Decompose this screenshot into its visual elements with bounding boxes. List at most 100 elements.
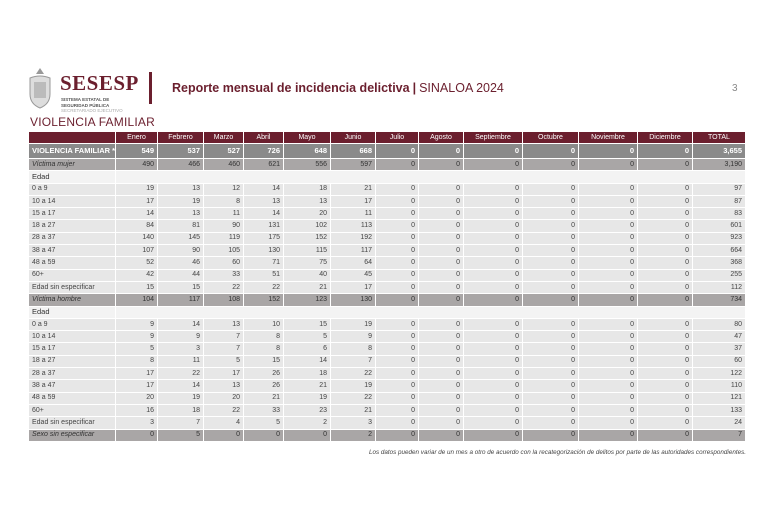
- table-row: 0 a 9 9 14 13 10 15 19 0 0 0 0 0 0 80: [28, 317, 746, 332]
- table-cell: 19: [283, 391, 331, 405]
- table-header-row: Enero Febrero Marzo Abril Mayo Junio Julio Agos…: [28, 131, 746, 144]
- table-cell: 0: [375, 391, 419, 405]
- table-cell: 0: [522, 416, 579, 430]
- table-row: 18 a 27 8 11 5 15 14 7 0 0 0 0 0 0 60: [28, 354, 746, 369]
- table-cell: 0: [463, 143, 523, 159]
- table-cell: 664: [692, 244, 746, 258]
- table-cell: 923: [692, 231, 746, 246]
- table-cell: 8: [330, 342, 376, 356]
- table-cell: 0: [522, 354, 579, 369]
- table-row: Víctima mujer 490 466 460 621 556 597 0 0 0 0 0 0 3,1…: [28, 157, 746, 172]
- table-cell: 0: [637, 428, 693, 442]
- table-cell: 0: [463, 231, 523, 246]
- row-label: 0 a 9: [28, 182, 116, 196]
- table-cell: 0: [375, 143, 419, 159]
- column-header: Junio: [330, 131, 376, 144]
- section-title: VIOLENCIA FAMILIAR: [30, 115, 155, 129]
- row-label: Edad: [28, 170, 116, 184]
- table-cell: 16: [115, 403, 158, 418]
- table-cell: 668: [330, 143, 376, 159]
- row-label: 15 a 17: [28, 207, 116, 221]
- table-cell: 0: [375, 244, 419, 258]
- table-cell: 0: [375, 428, 419, 442]
- row-label: Sexo sin especificar: [28, 428, 116, 442]
- table-row: 48 a 59 20 19 20 21 19 22 0 0 0 0 0 0 121: [28, 391, 746, 405]
- table-cell: 5: [203, 354, 244, 369]
- table-cell: 7: [692, 428, 746, 442]
- row-label: 60+: [28, 268, 116, 282]
- table-row: Víctima hombre 104 117 108 152 123 130 0 0 0 0 0 0 73…: [28, 293, 746, 307]
- table-row: Sexo sin especificar 0 5 0 0 0 2 0 0 0 0 0 0 7: [28, 428, 746, 442]
- table-cell: 0: [418, 280, 464, 295]
- row-label: Edad sin especificar: [28, 280, 116, 295]
- table-cell: 0: [463, 403, 523, 418]
- table-cell: 97: [692, 182, 746, 196]
- table-cell: 90: [157, 244, 204, 258]
- column-header: Diciembre: [637, 131, 693, 144]
- table-cell: 0: [375, 293, 419, 307]
- table-cell: 0: [375, 231, 419, 246]
- brand-sub-line: SEGURIDAD PÚBLICA: [61, 102, 110, 108]
- table-cell: 0: [578, 143, 638, 159]
- table-cell: 3: [330, 416, 376, 430]
- table-cell: 3,190: [692, 157, 746, 172]
- table-cell: 122: [692, 367, 746, 381]
- table-cell: 22: [203, 280, 244, 295]
- table-cell: 22: [330, 367, 376, 381]
- table-cell: 18: [283, 367, 331, 381]
- table-cell: 0: [463, 367, 523, 381]
- table-cell: 12: [203, 182, 244, 196]
- table-cell: 5: [115, 342, 158, 356]
- table-cell: 0: [418, 219, 464, 233]
- table-cell: 40: [283, 268, 331, 282]
- table-cell: 105: [203, 244, 244, 258]
- table-cell: 0: [522, 244, 579, 258]
- table-cell: 152: [283, 231, 331, 246]
- table-cell: 11: [203, 207, 244, 221]
- table-cell: 13: [157, 207, 204, 221]
- table-cell: 0: [522, 428, 579, 442]
- table-cell: 0: [637, 268, 693, 282]
- table-cell: 0: [637, 182, 693, 196]
- table-cell: 15: [115, 280, 158, 295]
- table-row: 10 a 14 9 9 7 8 5 9 0 0 0 0 0 0 47: [28, 330, 746, 344]
- table-cell: 0: [283, 428, 331, 442]
- table-cell: 84: [115, 219, 158, 233]
- table-cell: 21: [243, 391, 284, 405]
- table-cell: 0: [578, 403, 638, 418]
- table-cell: 0: [418, 367, 464, 381]
- table-row: 38 a 47 17 14 13 26 21 19 0 0 0 0 0 0 110: [28, 379, 746, 393]
- table-cell: 52: [115, 256, 158, 270]
- table-cell: 0: [463, 280, 523, 295]
- column-header: Abril: [243, 131, 284, 144]
- table-cell: 131: [243, 219, 284, 233]
- table-cell: 0: [375, 182, 419, 196]
- column-header: Noviembre: [578, 131, 638, 144]
- table-cell: 0: [522, 207, 579, 221]
- table-cell: 26: [243, 379, 284, 393]
- table-cell: 60: [203, 256, 244, 270]
- table-cell: 0: [375, 157, 419, 172]
- table-cell: 17: [115, 194, 158, 209]
- column-header: Febrero: [157, 131, 204, 144]
- table-row: Edad sin especificar 15 15 22 22 21 17 0 0 0 0 0 0 11…: [28, 280, 746, 295]
- table-cell: 60: [692, 354, 746, 369]
- table-cell: 5: [157, 428, 204, 442]
- table-cell: 104: [115, 293, 158, 307]
- table-cell: 0: [578, 416, 638, 430]
- table-cell: 8: [243, 330, 284, 344]
- table-cell: 42: [115, 268, 158, 282]
- table-cell: 597: [330, 157, 376, 172]
- row-label: 10 a 14: [28, 194, 116, 209]
- group-spacer: [115, 170, 746, 184]
- table-cell: 0: [418, 256, 464, 270]
- table-cell: 107: [115, 244, 158, 258]
- table-cell: 0: [375, 317, 419, 332]
- column-header: [28, 131, 116, 144]
- table-cell: 0: [578, 428, 638, 442]
- table-cell: 0: [375, 379, 419, 393]
- table-cell: 0: [375, 403, 419, 418]
- table-cell: 21: [330, 182, 376, 196]
- table-cell: 20: [203, 391, 244, 405]
- table-cell: 0: [578, 157, 638, 172]
